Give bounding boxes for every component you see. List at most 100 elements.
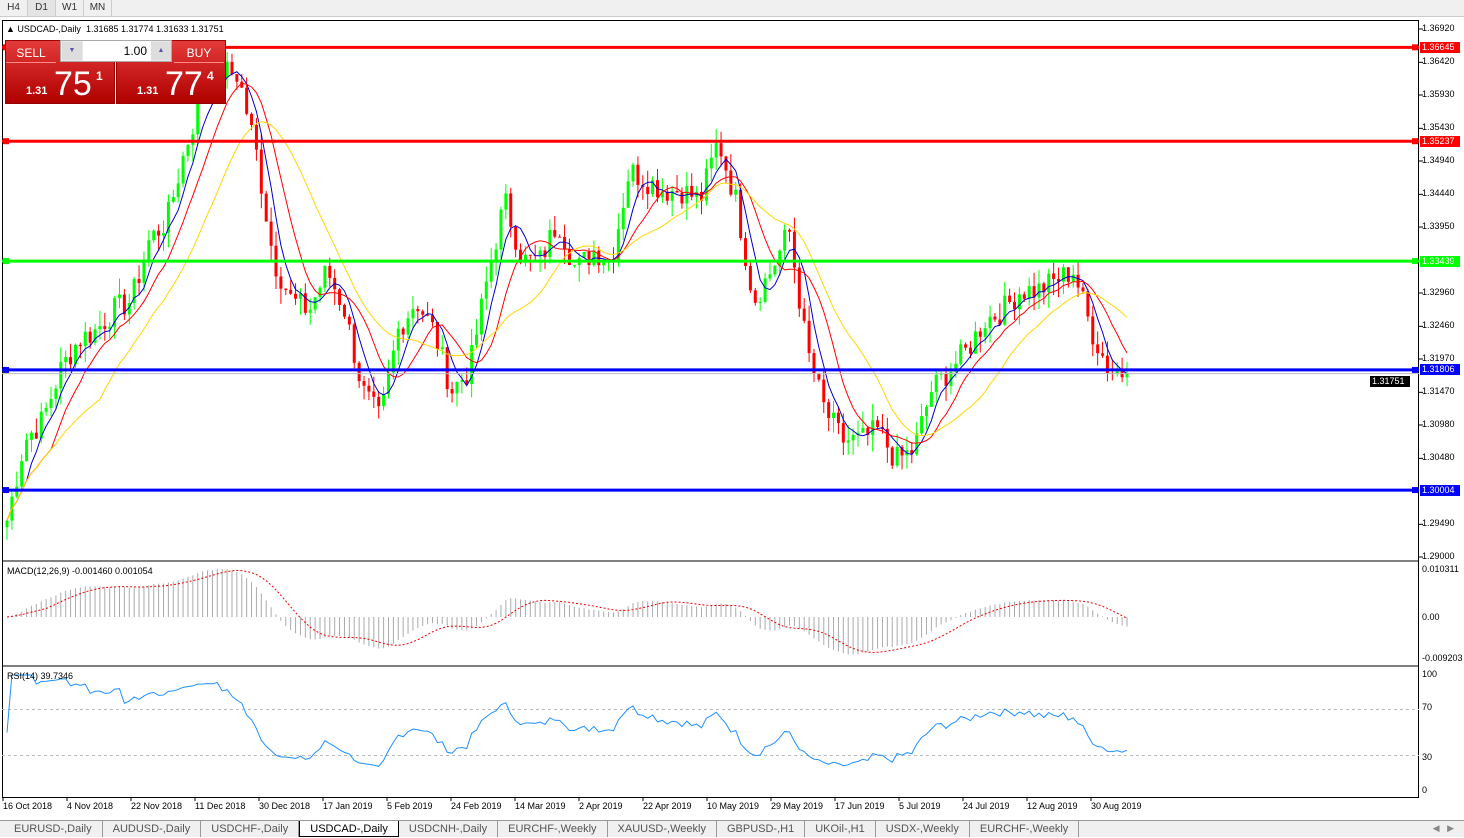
candle-body	[127, 303, 131, 315]
candle-body	[162, 233, 166, 236]
chart-tab[interactable]: EURCHF-,Weekly	[970, 821, 1080, 837]
tf-d1[interactable]: D1	[28, 0, 56, 16]
chart-tab[interactable]: GBPUSD-,H1	[717, 821, 806, 837]
candle-body	[802, 308, 806, 321]
buy-price-prefix: 1.31	[137, 85, 159, 97]
moving-average-5	[6, 71, 1128, 521]
candle-body	[744, 238, 748, 266]
candle-body	[719, 143, 723, 157]
candle-body	[538, 250, 542, 257]
candle-body	[1047, 273, 1051, 293]
candle-body	[5, 520, 9, 528]
candle-body	[34, 432, 38, 439]
candle-body	[1017, 294, 1021, 310]
candle-body	[587, 251, 591, 266]
candle-body	[108, 326, 112, 329]
candle-body	[690, 185, 694, 197]
price-axis-label: 1.35930	[1422, 89, 1455, 99]
candle-body	[367, 385, 371, 392]
increase-lot-icon[interactable]: ▲	[151, 42, 171, 60]
moving-average-10	[6, 82, 1128, 521]
lot-input[interactable]: 1.00	[83, 41, 151, 61]
candle-body	[709, 157, 713, 169]
chart-tab[interactable]: AUDUSD-,Daily	[103, 821, 202, 837]
candle-body	[357, 362, 361, 382]
candle-body	[49, 398, 53, 408]
tf-mn[interactable]: MN	[84, 0, 112, 16]
buy-price-big: 77	[165, 65, 203, 103]
tf-h4[interactable]: H4	[0, 0, 28, 16]
candle-body	[29, 432, 33, 440]
chart-tab[interactable]: USDCNH-,Daily	[399, 821, 499, 837]
candle-body	[1125, 373, 1129, 378]
tab-scroll-arrows[interactable]: ◀ ▶	[1432, 823, 1454, 833]
candle-body	[1022, 294, 1026, 299]
candle-body	[783, 229, 787, 251]
candle-body	[396, 328, 400, 351]
candle-body	[137, 279, 141, 283]
candle-body	[998, 319, 1002, 325]
sell-label: SELL	[6, 43, 56, 63]
chart-area[interactable]	[2, 20, 1419, 798]
candle-body	[147, 240, 151, 261]
chart-tab[interactable]: EURUSD-,Daily	[4, 821, 103, 837]
candle-body	[670, 190, 674, 201]
macd-axis-label: -0.009203	[1422, 653, 1463, 663]
candle-body	[812, 353, 816, 374]
rsi-label: RSI(14) 39.7346	[7, 671, 74, 681]
chart-tab[interactable]: USDCAD-,Daily	[299, 821, 399, 837]
tf-w1[interactable]: W1	[56, 0, 84, 16]
candle-body	[386, 372, 390, 395]
candle-body	[646, 186, 650, 195]
candle-body	[54, 388, 58, 399]
candle-body	[788, 229, 792, 232]
macd-signal-line	[6, 569, 1128, 653]
candle-body	[651, 180, 655, 195]
candle-body	[964, 344, 968, 348]
date-axis-label: 24 Jul 2019	[963, 801, 1010, 811]
chart-tab[interactable]: UKOil-,H1	[805, 821, 876, 837]
timeframe-toolbar: H4 D1 W1 MN	[0, 0, 1464, 17]
hline-price-label: 1.33439	[1420, 255, 1460, 267]
date-axis-label: 30 Dec 2018	[259, 801, 311, 811]
candle-body	[25, 439, 29, 462]
candle-body	[431, 315, 435, 323]
candle-body	[475, 334, 479, 346]
buy-label: BUY	[174, 43, 224, 63]
chart-tab[interactable]: USDX-,Weekly	[876, 821, 970, 837]
date-axis-label: 16 Oct 2018	[3, 801, 53, 811]
chart-title: ▲ USDCAD-,Daily 1.31685 1.31774 1.31633 …	[6, 24, 224, 34]
candle-body	[1120, 371, 1124, 378]
price-axis-label: 1.35430	[1422, 122, 1455, 133]
candle-body	[69, 357, 73, 365]
candle-body	[328, 266, 332, 278]
candle-body	[910, 450, 914, 455]
candle-body	[142, 260, 146, 283]
candle-body	[895, 447, 899, 466]
date-axis-label: 4 Nov 2018	[67, 801, 114, 811]
candle-body	[1061, 267, 1065, 282]
candle-body	[499, 209, 503, 250]
candle-body	[890, 447, 894, 466]
candle-body	[264, 193, 268, 222]
chart-tab[interactable]: XAUUSD-,Weekly	[608, 821, 717, 837]
candle-body	[915, 433, 919, 455]
chart-tab[interactable]: USDCHF-,Daily	[201, 821, 300, 837]
chart-tabs: EURUSD-,Daily AUDUSD-,Daily USDCHF-,Daily U…	[0, 820, 1464, 837]
rsi-axis-label: 0	[1422, 785, 1428, 795]
chart-tab[interactable]: EURCHF-,Weekly	[498, 821, 608, 837]
candle-body	[665, 191, 669, 201]
candle-body	[460, 380, 464, 382]
candle-body	[944, 373, 948, 386]
candle-body	[391, 350, 395, 373]
candle-body	[983, 328, 987, 337]
candle-body	[680, 192, 684, 204]
candle-body	[235, 74, 239, 82]
candle-body	[176, 183, 180, 198]
lot-size-stepper[interactable]: ▼ 1.00 ▲	[60, 40, 172, 62]
candle-body	[289, 289, 293, 294]
price-axis-label: 1.31970	[1422, 353, 1455, 363]
decrease-lot-icon[interactable]: ▼	[62, 42, 82, 60]
candle-body	[841, 423, 845, 443]
sell-price-big: 75	[54, 65, 92, 103]
